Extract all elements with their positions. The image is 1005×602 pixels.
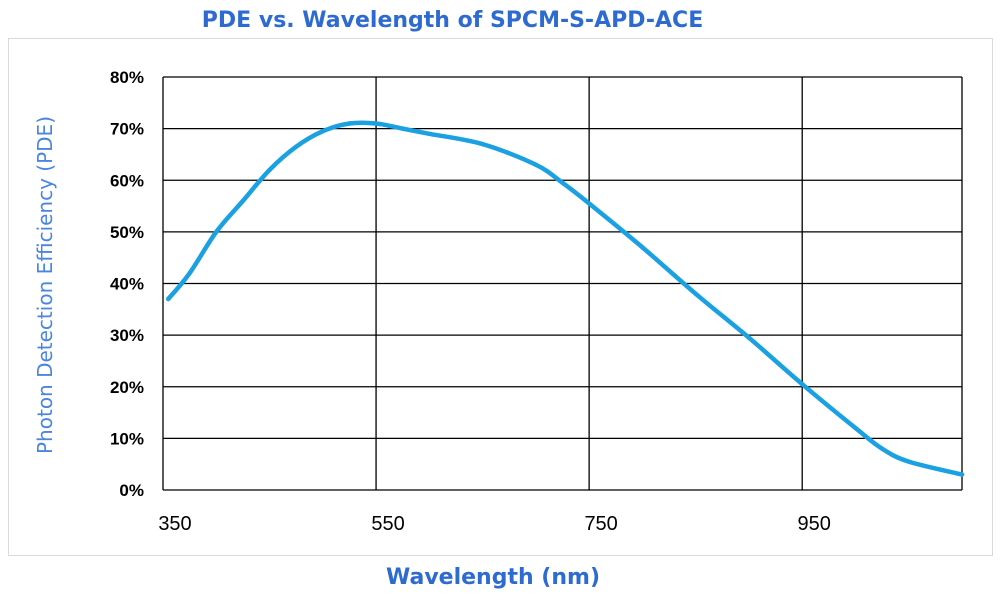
data-point [693, 291, 698, 297]
data-point [187, 270, 192, 276]
x-tick-label: 550 [371, 513, 404, 535]
data-point [533, 162, 539, 167]
data-point [879, 446, 885, 451]
data-point [480, 141, 485, 147]
y-tick-label: 20% [110, 378, 144, 397]
y-tick-label: 30% [110, 326, 144, 345]
y-axis-title: Photon Detection Efficiency (PDE) [33, 116, 57, 454]
data-point [746, 335, 752, 340]
x-tick-label: 350 [158, 513, 191, 535]
data-point [400, 126, 405, 131]
data-point [240, 198, 246, 204]
y-tick-labels: 0% 10% 20% 30% 40% 50% 60% 70% 80% [110, 68, 144, 500]
data-point [373, 121, 379, 126]
series-line-pde [166, 120, 965, 477]
y-tick-label: 80% [110, 68, 144, 87]
x-tick-labels: 350 550 750 950 [158, 513, 831, 535]
x-tick-label: 750 [584, 513, 617, 535]
data-point [427, 131, 432, 136]
series-group [166, 120, 965, 477]
data-point [214, 229, 219, 235]
y-tick-label: 40% [110, 275, 144, 294]
data-point [293, 144, 299, 149]
data-point [640, 245, 645, 250]
data-point [347, 121, 352, 126]
y-tick-label: 0% [119, 481, 144, 500]
data-point [560, 180, 565, 186]
x-axis-title: Wavelength (nm) [386, 565, 600, 590]
data-point [800, 381, 805, 387]
chart-frame [8, 38, 993, 556]
y-tick-label: 60% [110, 171, 144, 190]
data-point [959, 472, 965, 477]
y-tick-label: 70% [110, 120, 144, 139]
data-point [853, 425, 858, 431]
grid-lines [162, 76, 963, 491]
data-point [166, 296, 171, 302]
y-tick-label: 10% [110, 429, 144, 448]
data-point [320, 129, 325, 134]
data-point [906, 459, 911, 464]
chart-title: PDE vs. Wavelength of SPCM-S-APD-ACE [201, 8, 704, 33]
y-tick-label: 50% [110, 223, 144, 242]
data-point [267, 167, 272, 173]
x-tick-label: 950 [798, 513, 831, 535]
data-point [586, 201, 592, 206]
